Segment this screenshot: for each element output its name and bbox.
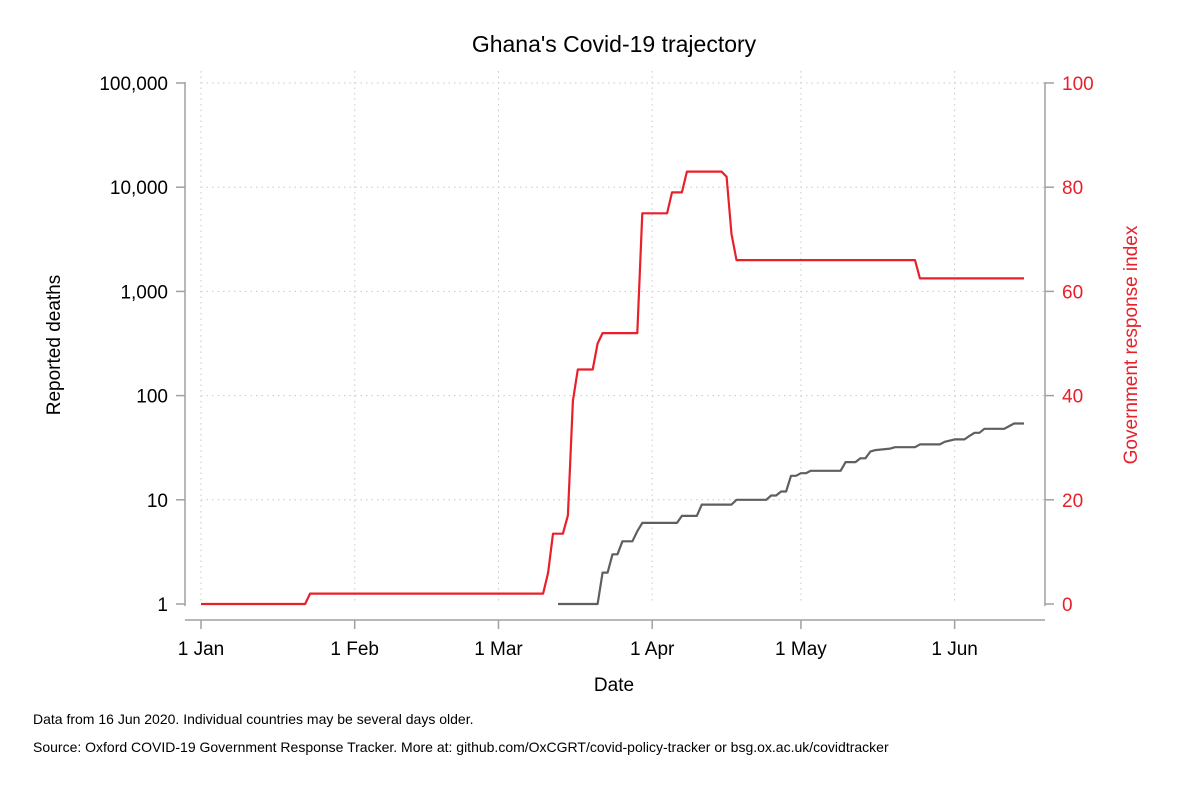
right-tick-label: 20 [1062, 491, 1083, 512]
footnote-source: Source: Oxford COVID-19 Government Respo… [33, 739, 889, 755]
x-axis-label: Date [594, 675, 634, 696]
right-axis-ticks: 0 20 40 60 80 100 [1045, 74, 1094, 616]
chart-title: Ghana's Covid-19 trajectory [472, 31, 757, 57]
right-tick-label: 80 [1062, 178, 1083, 199]
x-tick-label: 1 Jun [931, 639, 977, 660]
x-tick-label: 1 May [775, 639, 827, 660]
left-tick-label: 1,000 [120, 282, 168, 303]
chart: Ghana's Covid-19 trajectory 1101001,0001… [44, 31, 1142, 696]
x-tick-label: 1 Mar [474, 639, 523, 660]
left-tick-label: 100,000 [99, 74, 168, 95]
y-axis-right-label: Government response index [1121, 225, 1142, 464]
left-tick-label: 1 [157, 595, 168, 616]
left-tick-label: 10,000 [110, 178, 168, 199]
right-tick-label: 60 [1062, 282, 1083, 303]
left-tick-label: 100 [136, 387, 168, 408]
x-tick-label: 1 Jan [178, 639, 224, 660]
left-axis-ticks: 1 10 100 1,000 10,000 100,000 [99, 74, 185, 616]
series-layer [201, 170, 1024, 606]
right-tick-label: 40 [1062, 387, 1083, 408]
grid [200, 71, 1045, 604]
x-tick-label: 1 Apr [630, 639, 675, 660]
x-tick-label: 1 Feb [330, 639, 379, 660]
right-tick-label: 100 [1062, 74, 1094, 95]
right-tick-label: 0 [1062, 595, 1073, 616]
x-axis-ticks: 1 Jan 1 Feb 1 Mar 1 Apr 1 May 1 Jun [178, 620, 978, 660]
y-axis-left-label: Reported deaths [44, 275, 65, 416]
left-tick-label: 10 [147, 491, 168, 512]
footnote-data-date: Data from 16 Jun 2020. Individual countr… [33, 711, 474, 727]
deaths-series-line [558, 422, 1024, 606]
axes [184, 82, 1046, 621]
response-index-series-line [201, 170, 1024, 606]
